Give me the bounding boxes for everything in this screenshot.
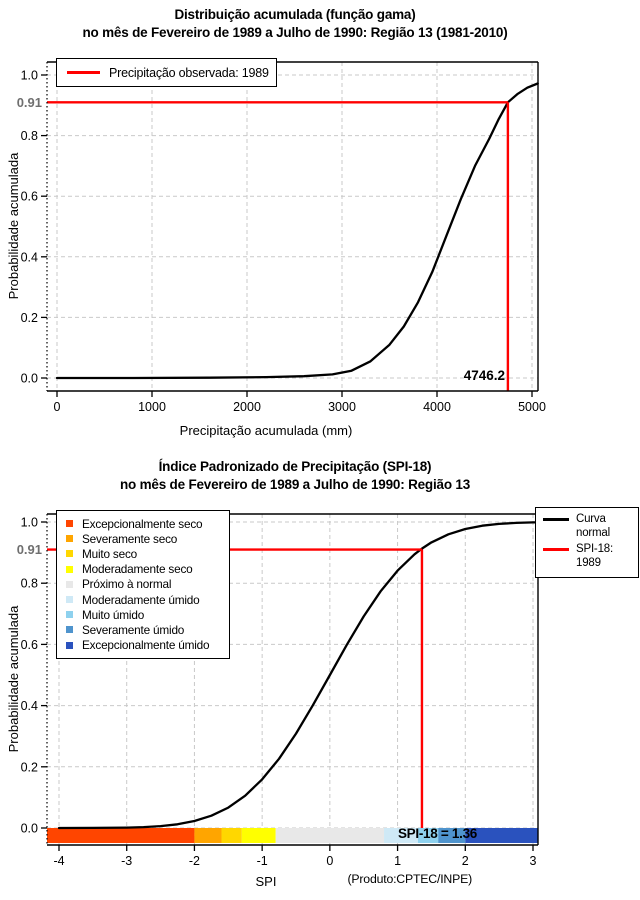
top-chart-title: Distribuição acumulada (função gama) no … — [0, 6, 590, 42]
y-tick-label: 1.0 — [21, 516, 38, 530]
spi-value-annotation: SPI-18 = 1.36 — [397, 826, 477, 841]
normal-curve-label: Curva normal — [576, 513, 610, 539]
x-tick-label: 1000 — [138, 400, 166, 414]
spi-color-bar-segment — [241, 828, 276, 843]
category-color-swatch — [66, 565, 73, 573]
category-legend-label: Excepcionalmente seco — [82, 516, 203, 531]
x-tick-label: 5000 — [518, 400, 546, 414]
category-legend-label: Moderadamente seco — [82, 562, 193, 577]
category-legend-item: Severamente úmido — [66, 622, 229, 637]
category-color-swatch — [66, 596, 73, 604]
spi-1989-line-swatch — [543, 548, 569, 551]
legend-item-normal-curve: Curva normal — [543, 513, 638, 540]
y-tick-label: 0.4 — [21, 699, 38, 713]
category-legend-item: Excepcionalmente seco — [66, 516, 229, 531]
spi-color-bar-segment — [275, 828, 385, 843]
category-legend-label: Severamente úmido — [82, 622, 185, 637]
product-credit: (Produto:CPTEC/INPE) — [347, 872, 473, 886]
bottom-chart-y-axis-label: Probabilidade acumulada — [6, 605, 21, 753]
top-chart-title-line1: Distribuição acumulada (função gama) — [174, 7, 416, 22]
category-legend-item: Próximo à normal — [66, 577, 229, 592]
spi-color-bar-segment — [194, 828, 222, 843]
spi-category-legend: Excepcionalmente seco Severamente seco Mui… — [56, 510, 230, 659]
bottom-chart-title-line1: Índice Padronizado de Precipitação (SPI-… — [158, 459, 432, 474]
y-tick-label: 1.0 — [21, 69, 38, 83]
y-tick-label: 0.2 — [21, 760, 38, 774]
category-legend-label: Severamente seco — [82, 531, 178, 546]
bottom-chart-title: Índice Padronizado de Precipitação (SPI-… — [0, 458, 590, 494]
top-chart-x-axis-label: Precipitação acumulada (mm) — [179, 423, 353, 438]
category-color-swatch — [66, 550, 73, 558]
spi-color-bar-segment — [47, 828, 195, 843]
category-legend-item: Severamente seco — [66, 531, 229, 546]
x-tick-label: -4 — [53, 854, 64, 868]
category-legend-label: Muito seco — [82, 546, 138, 561]
x-tick-label: 4000 — [423, 400, 451, 414]
spi-color-bar-segment — [384, 828, 418, 843]
bottom-chart-line-legend: Curva normal SPI-18: 1989 — [535, 507, 639, 578]
category-color-swatch — [66, 580, 73, 588]
category-color-swatch — [66, 611, 73, 619]
y-tick-label: 0.6 — [21, 638, 38, 652]
y-tick-label: 0.6 — [21, 190, 38, 204]
x-tick-label: 2000 — [233, 400, 261, 414]
x-tick-label: -2 — [189, 854, 200, 868]
top-chart-precip-marker-value: 4746.2 — [463, 368, 505, 383]
category-legend-item: Muito seco — [66, 546, 229, 561]
x-tick-label: 3000 — [328, 400, 356, 414]
y-tick-label: 0.8 — [21, 577, 38, 591]
category-color-swatch — [66, 535, 73, 543]
top-chart-legend-label: Precipitação observada: 1989 — [109, 65, 269, 80]
spi-color-bar-segment — [465, 828, 538, 843]
category-legend-label: Próximo à normal — [82, 577, 172, 592]
legend-item-spi-1989: SPI-18: 1989 — [543, 543, 638, 570]
y-tick-label: 0.0 — [21, 372, 38, 386]
x-tick-label: 0 — [54, 400, 61, 414]
top-chart-legend: Precipitação observada: 1989 — [56, 58, 277, 87]
category-legend-item: Excepcionalmente úmido — [66, 638, 229, 653]
y-tick-label: 0.8 — [21, 129, 38, 143]
category-legend-item: Moderadamente seco — [66, 562, 229, 577]
y-tick-label: 0.0 — [21, 822, 38, 836]
bottom-chart-x-axis-label: SPI — [255, 874, 277, 889]
gamma-cdf-curve — [55, 82, 539, 380]
x-tick-label: -3 — [121, 854, 132, 868]
y-tick-label: 0.4 — [21, 250, 38, 264]
bottom-chart-title-line2: no mês de Fevereiro de 1989 a Julho de 1… — [119, 477, 471, 492]
top-chart-y-axis-label: Probabilidade acumulada — [6, 152, 21, 300]
category-color-swatch — [66, 641, 73, 649]
spi-1989-label: SPI-18: 1989 — [576, 543, 613, 569]
top-chart-title-line2: no mês de Fevereiro de 1989 a Julho de 1… — [82, 25, 508, 40]
x-tick-label: 0 — [326, 854, 333, 868]
x-tick-label: 1 — [394, 854, 401, 868]
category-color-swatch — [66, 626, 73, 634]
category-color-swatch — [66, 520, 73, 528]
category-legend-label: Moderadamente úmido — [82, 592, 200, 607]
category-legend-label: Excepcionalmente úmido — [82, 638, 210, 653]
spi-color-bar-segment — [221, 828, 242, 843]
normal-cdf-curve — [57, 521, 539, 830]
x-tick-label: -1 — [257, 854, 268, 868]
spi-color-bar-segment — [417, 828, 439, 843]
category-legend-item: Muito úmido — [66, 607, 229, 622]
normal-curve-line-swatch — [543, 518, 569, 521]
category-legend-item: Moderadamente úmido — [66, 592, 229, 607]
observed-precipitation-line-swatch — [67, 71, 100, 74]
x-tick-label: 3 — [530, 854, 537, 868]
top-chart-prob-marker-label: 0.91 — [16, 95, 42, 110]
bottom-chart-prob-marker-label: 0.91 — [16, 542, 42, 557]
category-legend-label: Muito úmido — [82, 607, 145, 622]
x-tick-label: 2 — [462, 854, 469, 868]
y-tick-label: 0.2 — [21, 311, 38, 325]
spi-color-bar-segment — [438, 828, 466, 843]
